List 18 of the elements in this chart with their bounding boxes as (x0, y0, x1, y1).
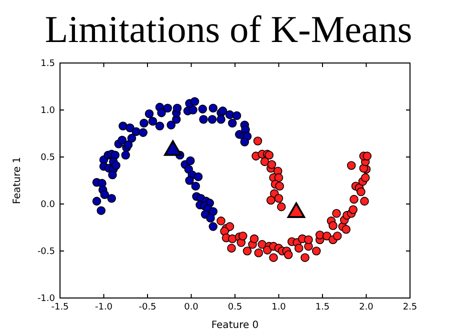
y-tick-label: 0.0 (40, 200, 56, 210)
chart-title: Limitations of K-Means (44, 9, 412, 51)
x-tick-label: 1.0 (272, 302, 286, 312)
y-tick-label: 0.5 (40, 152, 55, 163)
y-tick-label: -0.5 (37, 246, 55, 257)
x-tick-label: 0.0 (184, 302, 199, 312)
x-tick-label: 1.5 (315, 302, 330, 312)
y-axis-title: Feature 1 (12, 156, 23, 204)
x-axis-title: Feature 0 (211, 320, 259, 331)
y-tick-label: -1.0 (37, 294, 56, 304)
x-tick-label: -1.5 (51, 302, 69, 312)
y-tick-label: 1.0 (40, 106, 56, 116)
x-tick-label: -1.0 (94, 302, 113, 312)
x-tick-label: 2.5 (402, 302, 418, 312)
y-tick-label: 1.5 (40, 58, 55, 69)
x-tick-label: 2.0 (359, 302, 374, 312)
x-tick-label: -0.5 (138, 302, 156, 312)
x-tick-label: 0.5 (228, 302, 242, 312)
